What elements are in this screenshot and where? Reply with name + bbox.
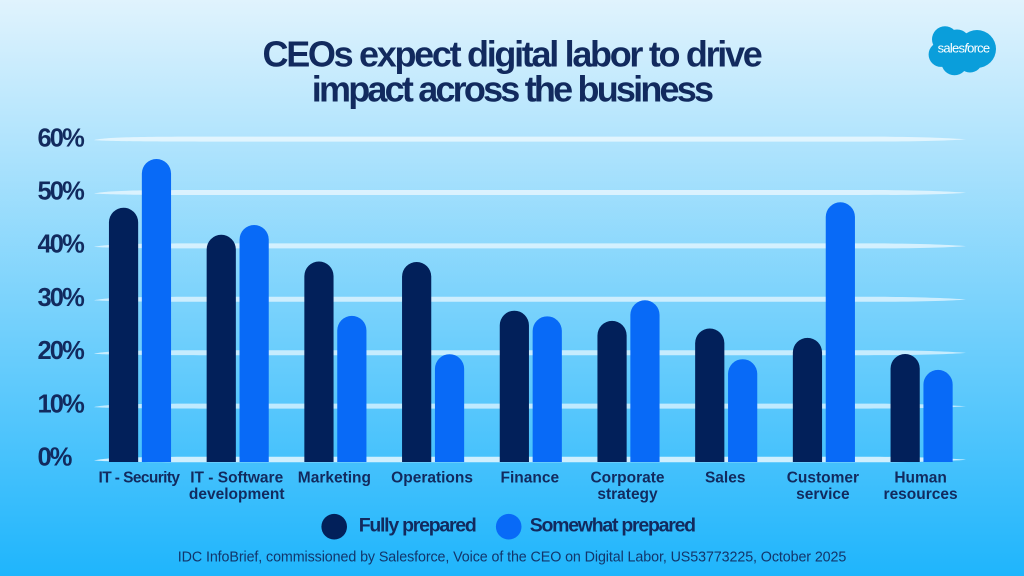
svg-text:Corporate: Corporate — [590, 470, 664, 487]
svg-text:CEOs expect digital labor to d: CEOs expect digital labor to drive — [263, 34, 762, 75]
svg-text:10%: 10% — [38, 390, 85, 418]
svg-text:Customer: Customer — [787, 470, 859, 487]
svg-text:strategy: strategy — [597, 486, 658, 503]
svg-text:IDC InfoBrief, commissioned by: IDC InfoBrief, commissioned by Salesforc… — [178, 549, 847, 565]
svg-text:40%: 40% — [38, 231, 85, 259]
svg-text:IT - Security: IT - Security — [99, 470, 181, 487]
svg-text:Sales: Sales — [705, 470, 746, 487]
svg-text:salesforce: salesforce — [938, 40, 990, 55]
svg-text:Human: Human — [894, 470, 947, 487]
svg-text:60%: 60% — [38, 124, 85, 152]
svg-text:development: development — [189, 486, 285, 503]
svg-text:30%: 30% — [38, 284, 85, 312]
svg-text:Somewhat prepared: Somewhat prepared — [530, 515, 695, 537]
svg-text:Fully prepared: Fully prepared — [359, 515, 476, 537]
svg-text:resources: resources — [884, 486, 958, 503]
svg-text:IT - Software: IT - Software — [190, 470, 283, 487]
svg-text:50%: 50% — [38, 178, 85, 206]
svg-text:Finance: Finance — [501, 470, 560, 487]
svg-text:service: service — [796, 486, 850, 503]
svg-text:0%: 0% — [38, 444, 72, 472]
svg-text:Operations: Operations — [391, 470, 473, 487]
svg-text:impact across the business: impact across the business — [312, 69, 713, 110]
svg-text:20%: 20% — [38, 337, 85, 365]
svg-text:Marketing: Marketing — [298, 470, 371, 487]
